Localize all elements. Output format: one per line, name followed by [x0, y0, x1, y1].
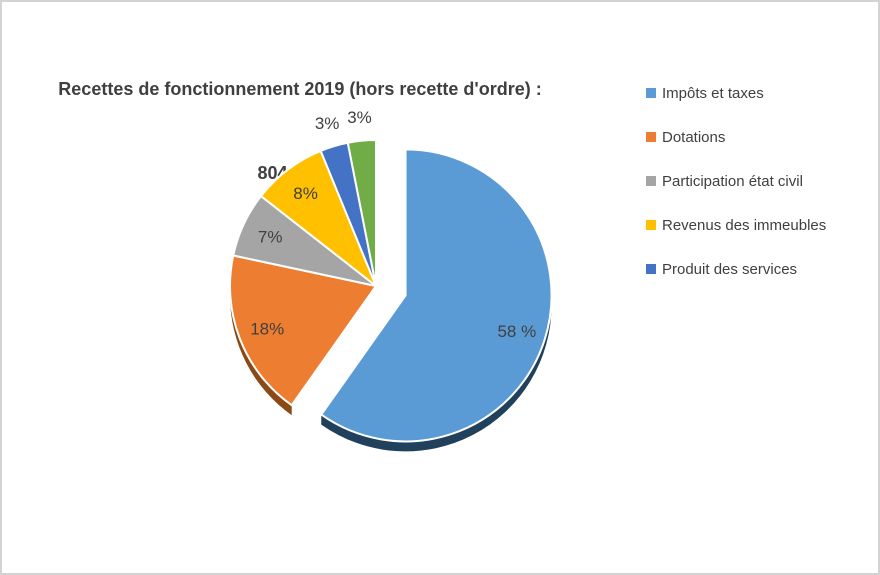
pie-data-label: 3% [347, 108, 372, 127]
legend: Impôts et taxes Dotations Participation … [646, 84, 871, 307]
pie-data-label: 58 % [497, 322, 536, 341]
pie-data-label: 7% [258, 228, 283, 247]
pie-slice [229, 254, 377, 407]
legend-item-dotations: Dotations [646, 128, 871, 146]
legend-swatch-icon [646, 88, 656, 98]
pie-data-label: 3% [315, 114, 340, 133]
legend-item-revenus-des-immeubles: Revenus des immeubles [646, 216, 871, 234]
legend-item-produit-des-services: Produit des services [646, 260, 871, 278]
chart-title-line-1: Recettes de fonctionnement 2019 (hors re… [58, 79, 542, 99]
pie-slice-side [230, 286, 292, 416]
pie-data-label: 8% [293, 184, 318, 203]
legend-label: Revenus des immeubles [662, 216, 827, 234]
legend-label: Impôts et taxes [662, 84, 764, 102]
legend-swatch-icon [646, 132, 656, 142]
pie-slice [320, 148, 553, 443]
pie-data-label: 18% [250, 320, 284, 339]
legend-swatch-icon [646, 176, 656, 186]
legend-label: Participation état civil [662, 172, 803, 190]
legend-swatch-icon [646, 220, 656, 230]
legend-label: Produit des services [662, 260, 798, 278]
pie-slice [346, 139, 377, 287]
legend-item-impots-et-taxes: Impôts et taxes [646, 84, 871, 102]
legend-swatch-icon [646, 264, 656, 274]
legend-label: Dotations [662, 128, 726, 146]
legend-item-participation-etat-civil: Participation état civil [646, 172, 871, 190]
